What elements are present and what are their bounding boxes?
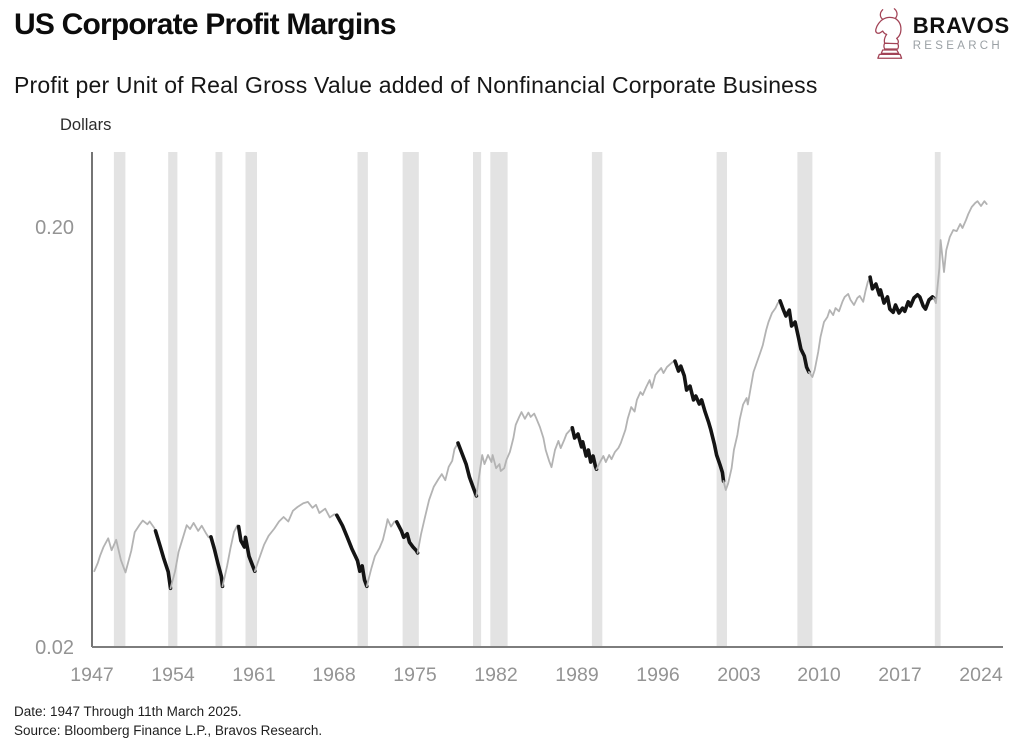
margin-line-segment-base [932,200,988,304]
margin-line-segment-decline [153,529,173,591]
recession-band [113,152,126,646]
bravos-logo: BRAVOS RESEARCH [873,6,1010,60]
recession-band [215,152,223,646]
knight-face [874,18,887,36]
logo-text: BRAVOS RESEARCH [913,14,1010,51]
margin-line-segment-decline [335,513,369,589]
margin-line-segment-base [808,276,871,378]
y-tick-label: 0.20 [35,217,74,239]
x-tick-label: 1961 [232,664,275,686]
recession-band [716,152,727,646]
chart-subtitle: Profit per Unit of Real Gross Value adde… [14,72,818,98]
knight-wrap-band [882,42,899,50]
recession-band [591,152,603,646]
recession-band [797,152,813,646]
x-tick-label: 1975 [393,664,437,686]
x-tick-label: 1989 [555,664,598,686]
margin-line-segment-base [475,411,574,497]
x-tick-label: 1954 [151,664,195,686]
knight-right-horn [893,8,898,20]
x-tick-label: 1996 [636,664,679,686]
recession-band [490,152,508,646]
margin-line-segment-base [595,360,676,471]
margin-line-segment-base [169,522,212,590]
knight-neck [894,17,902,39]
knight-base-upper [880,49,900,55]
margin-line-segment-base [365,518,398,588]
recession-band [357,152,368,646]
margin-line-segment-decline [570,426,599,471]
x-tick-label: 1947 [70,664,113,686]
logo-brand-text: BRAVOS [912,13,1010,39]
margin-line-segment-decline [209,535,225,589]
margin-line-segment-decline [868,275,936,315]
margin-line-segment-decline [395,520,420,555]
knight-base-lower [876,53,902,59]
margin-line-segment-decline [456,441,479,498]
date-note: Date: 1947 Through 11th March 2025. [14,704,242,719]
margin-line-segment-base [722,300,781,491]
x-tick-label: 2010 [797,664,841,686]
y-axis-title: Dollars [60,116,112,134]
margin-line-segment-decline [778,299,811,374]
logo-sub-text: RESEARCH [912,39,1004,52]
margin-line-segment-decline [236,524,257,573]
chart-footnotes: Date: 1947 Through 11th March 2025. Sour… [14,703,322,740]
margin-line-segment-base [253,501,338,573]
y-tick-label: 0.02 [35,637,74,659]
x-tick-label: 2017 [878,664,921,686]
knight-body [883,33,899,45]
recession-band [245,152,257,646]
margin-line-segment-base [221,524,240,588]
margin-line-segment-base [93,519,157,574]
recession-band [168,152,178,646]
knight-head-top [881,16,896,21]
knight-chess-icon [874,8,902,59]
knight-left-horn [879,9,884,21]
margin-line-segment-decline [673,359,726,483]
page-title: US Corporate Profit Margins [14,8,397,41]
recession-band [402,152,419,646]
x-tick-label: 2003 [717,664,760,686]
source-note: Source: Bloomberg Finance L.P., Bravos R… [14,722,323,738]
x-tick-label: 1968 [312,664,355,686]
margin-line-segment-base [416,442,459,554]
x-tick-label: 2024 [959,664,1003,686]
recession-band [473,152,482,646]
recession-band [934,152,941,646]
x-tick-label: 1982 [474,664,517,686]
